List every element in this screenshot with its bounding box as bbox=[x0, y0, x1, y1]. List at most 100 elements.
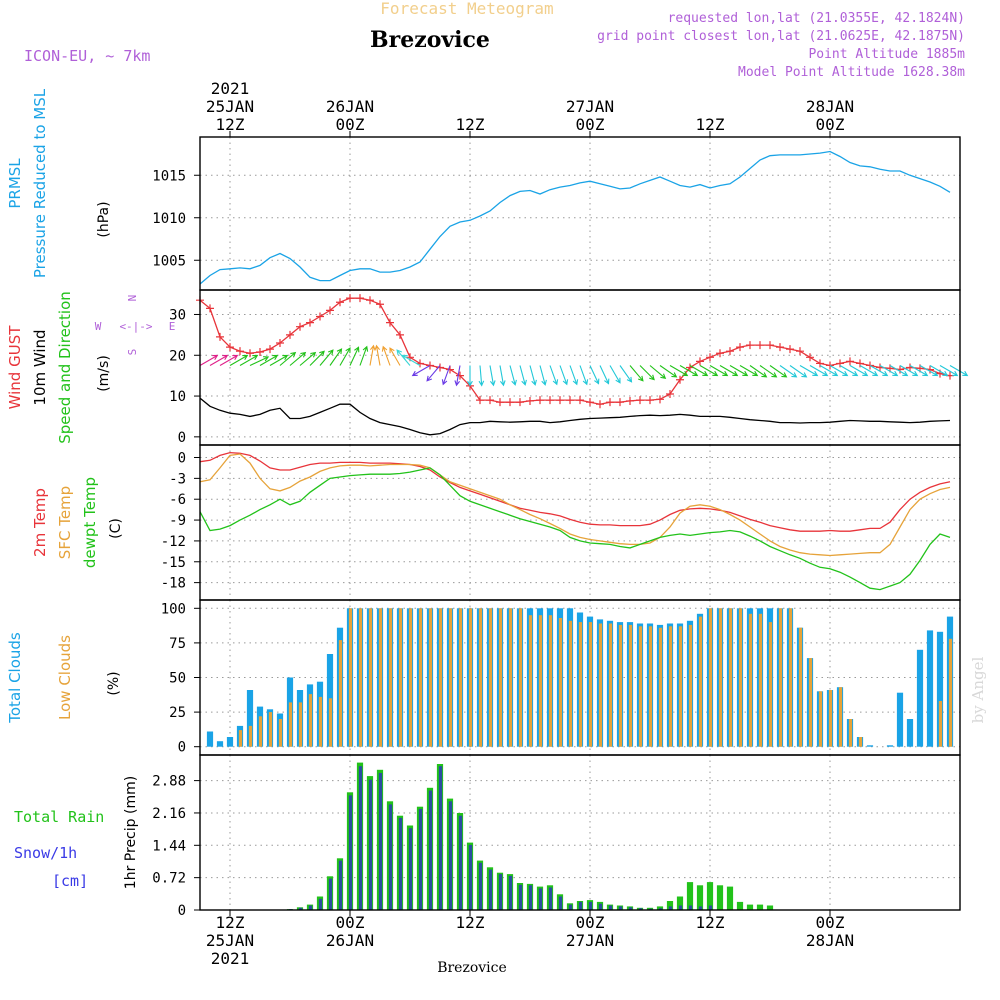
ytick-label-precip: 0.72 bbox=[152, 871, 186, 887]
wind-direction-arrow bbox=[509, 365, 517, 386]
time-label-top: 00Z bbox=[576, 115, 605, 134]
bar-total-clouds bbox=[246, 690, 254, 747]
wind-direction-arrow bbox=[381, 345, 391, 366]
bar-low-clouds bbox=[388, 608, 393, 747]
precip-legend-0: Total Rain bbox=[14, 808, 104, 826]
bar-low-clouds bbox=[838, 687, 843, 747]
bar-low-clouds bbox=[718, 608, 723, 747]
wind-direction-arrow bbox=[549, 365, 559, 386]
bar-total-clouds bbox=[896, 692, 904, 747]
axis-label-temperature-0: 2m Temp bbox=[31, 488, 49, 557]
gust-point bbox=[286, 330, 294, 339]
wind-direction-arrow bbox=[739, 365, 759, 377]
ytick-label-temperature: 0 bbox=[178, 451, 186, 467]
gust-point bbox=[656, 395, 664, 404]
model-label: ICON-EU, ~ 7km bbox=[24, 47, 150, 65]
ytick-label-pressure: 1010 bbox=[152, 211, 186, 227]
bar-snow-1h bbox=[588, 901, 593, 910]
bar-low-clouds bbox=[658, 627, 663, 747]
gust-point bbox=[236, 347, 244, 356]
time-label-bottom: 25JAN bbox=[206, 931, 254, 950]
panel-frame-wind bbox=[199, 289, 961, 446]
wind-direction-arrow bbox=[289, 351, 307, 366]
wind-direction-arrow bbox=[619, 365, 633, 383]
bar-total-clouds bbox=[216, 741, 224, 747]
axis-unit-pressure: (hPa) bbox=[96, 201, 112, 237]
bar-total bbox=[706, 882, 714, 910]
axis-unit-clouds: (%) bbox=[106, 671, 122, 695]
gust-point bbox=[356, 294, 364, 303]
bar-snow-1h bbox=[368, 779, 373, 910]
bar-total bbox=[736, 901, 744, 910]
series-line-prmsl bbox=[199, 150, 951, 285]
bar-low-clouds bbox=[558, 618, 563, 747]
footer-location: Brezovice bbox=[437, 960, 507, 976]
bar-snow-1h bbox=[498, 874, 503, 910]
bar-low-clouds bbox=[828, 690, 833, 747]
wind-direction-arrow bbox=[759, 365, 778, 378]
bar-low-clouds bbox=[668, 626, 673, 747]
bar-total bbox=[666, 901, 674, 910]
bar-low-clouds bbox=[348, 608, 353, 747]
gust-point bbox=[336, 298, 344, 307]
wind-direction-arrow bbox=[919, 365, 939, 377]
time-label-top: 00Z bbox=[816, 115, 845, 134]
bar-low-clouds bbox=[328, 698, 333, 747]
axis-label-pressure-1: Pressure Reduced to MSL bbox=[31, 88, 49, 278]
wind-direction-arrow bbox=[899, 365, 919, 377]
wind-direction-arrow bbox=[659, 365, 678, 378]
ytick-label-clouds: 100 bbox=[161, 601, 186, 617]
bar-snow-1h bbox=[458, 815, 463, 910]
wind-direction-arrow bbox=[349, 346, 360, 366]
bar-low-clouds bbox=[608, 623, 613, 747]
bar-snow-1h bbox=[578, 901, 583, 910]
bar-low-clouds bbox=[618, 624, 623, 747]
bar-snow-1h bbox=[658, 908, 663, 910]
bar-low-clouds bbox=[398, 608, 403, 747]
gust-point bbox=[276, 339, 284, 348]
ytick-label-pressure: 1015 bbox=[152, 168, 186, 184]
bar-low-clouds bbox=[638, 626, 643, 747]
bar-low-clouds bbox=[708, 608, 713, 747]
gust-point bbox=[796, 347, 804, 356]
wind-direction-arrow bbox=[539, 365, 547, 386]
bar-total bbox=[696, 885, 704, 910]
series-line-wind-gust bbox=[199, 297, 951, 405]
gust-point bbox=[376, 300, 384, 309]
bar-low-clouds bbox=[358, 608, 363, 747]
gust-point bbox=[346, 294, 354, 303]
bar-snow-1h bbox=[438, 766, 443, 910]
axis-label-temperature-2: dewpt Temp bbox=[81, 477, 99, 568]
gust-point bbox=[516, 398, 524, 407]
bar-snow-1h bbox=[608, 905, 613, 910]
compass-rose: N W <-|-> E S bbox=[95, 295, 176, 356]
time-label-top: 2021 bbox=[211, 79, 250, 98]
wind-direction-arrow bbox=[879, 365, 899, 377]
bar-low-clouds bbox=[948, 638, 953, 747]
bar-snow-1h bbox=[398, 817, 403, 910]
series-line-dewpt-temp bbox=[199, 467, 951, 591]
ytick-label-temperature: -9 bbox=[169, 513, 186, 529]
watermark: by Angel bbox=[969, 656, 987, 723]
bar-low-clouds bbox=[538, 615, 543, 747]
gust-point bbox=[636, 396, 644, 405]
bar-low-clouds bbox=[378, 608, 383, 747]
bar-snow-1h bbox=[558, 896, 563, 910]
wind-direction-arrow bbox=[569, 365, 579, 386]
bar-low-clouds bbox=[768, 622, 773, 747]
axis-unit-wind: (m/s) bbox=[96, 355, 112, 392]
bar-snow-1h bbox=[618, 906, 623, 910]
gust-point bbox=[246, 349, 254, 358]
compass-east-label: E bbox=[169, 320, 176, 333]
axis-label-wind-0: Wind GUST bbox=[6, 325, 24, 410]
bar-low-clouds bbox=[418, 608, 423, 747]
ytick-label-clouds: 50 bbox=[169, 671, 186, 687]
gust-point bbox=[706, 353, 714, 362]
axis-unit-temperature: (C) bbox=[108, 518, 124, 539]
gust-point bbox=[306, 318, 314, 327]
bar-total-clouds bbox=[906, 719, 914, 747]
ytick-label-clouds: 75 bbox=[169, 636, 186, 652]
axis-label-clouds-0: Total Clouds bbox=[6, 632, 24, 724]
ytick-label-temperature: -12 bbox=[161, 534, 186, 550]
meteogram-title: Forecast Meteogram bbox=[380, 0, 553, 18]
